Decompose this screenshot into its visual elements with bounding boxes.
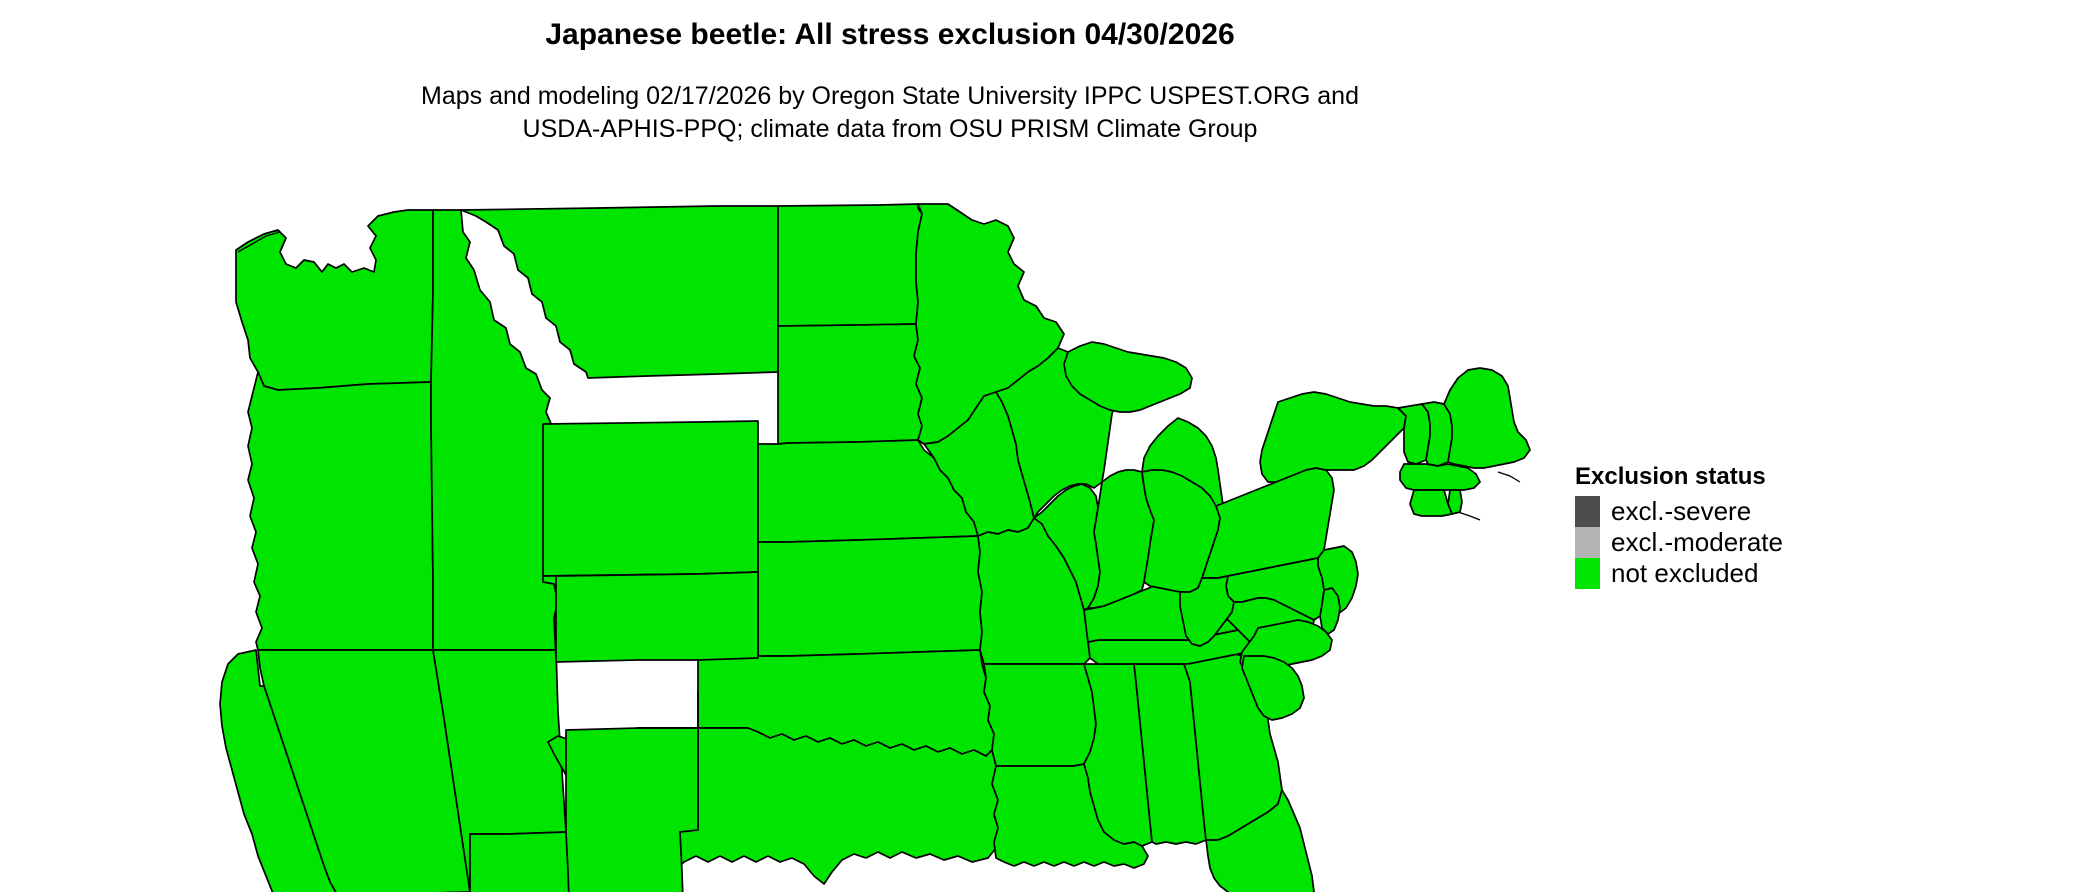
- state-louisiana[interactable]: [991, 763, 1149, 869]
- legend-row[interactable]: excl.-severe: [1575, 496, 1885, 527]
- map-legend: Exclusion status excl.-severe excl.-moder…: [1575, 463, 1885, 589]
- subtitle-line-1: Maps and modeling 02/17/2026 by Oregon S…: [421, 82, 1359, 110]
- state-north-dakota[interactable]: [777, 203, 923, 327]
- legend-row[interactable]: excl.-moderate: [1575, 527, 1885, 558]
- legend-title: Exclusion status: [1575, 463, 1766, 490]
- subtitle-line-2: USDA-APHIS-PPQ; climate data from OSU PR…: [522, 115, 1258, 143]
- state-massachusetts[interactable]: [1399, 463, 1481, 491]
- state-california[interactable]: [219, 649, 418, 892]
- state-west-virginia[interactable]: [1179, 575, 1235, 647]
- state-new-york[interactable]: [1259, 391, 1407, 483]
- legend-label: excl.-moderate: [1611, 527, 1783, 557]
- legend-items: excl.-severe excl.-moderate not excluded: [1575, 496, 1885, 589]
- legend-swatch: [1575, 527, 1600, 558]
- us-map-container: [218, 172, 1578, 892]
- state-oregon[interactable]: [247, 371, 434, 651]
- state-colorado-body[interactable]: [555, 571, 759, 663]
- state-kansas[interactable]: [757, 535, 983, 657]
- state-arizona[interactable]: [398, 831, 584, 892]
- legend-swatch: [1575, 496, 1600, 527]
- state-new-mexico-body[interactable]: [565, 727, 699, 892]
- us-states-map: [219, 203, 1531, 892]
- legend-row[interactable]: not excluded: [1575, 558, 1885, 589]
- subtitle-block: Maps and modeling 02/17/2026 by Oregon S…: [0, 80, 1780, 146]
- legend-label: not excluded: [1611, 558, 1759, 588]
- state-vermont[interactable]: [1397, 403, 1431, 465]
- page-title: Japanese beetle: All stress exclusion 04…: [545, 18, 1235, 51]
- state-maine[interactable]: [1443, 367, 1531, 469]
- title-block: Japanese beetle: All stress exclusion 04…: [0, 18, 1780, 52]
- coastline-detail: [237, 231, 1521, 521]
- state-wyoming[interactable]: [542, 420, 759, 577]
- state-connecticut[interactable]: [1409, 489, 1453, 517]
- state-florida[interactable]: [1205, 789, 1316, 892]
- state-south-carolina[interactable]: [1241, 655, 1305, 721]
- legend-swatch: [1575, 558, 1600, 589]
- state-south-dakota[interactable]: [777, 323, 925, 445]
- state-michigan-upper[interactable]: [1063, 341, 1193, 413]
- state-arkansas[interactable]: [983, 663, 1097, 767]
- legend-label: excl.-severe: [1611, 496, 1752, 526]
- state-missouri[interactable]: [977, 517, 1091, 665]
